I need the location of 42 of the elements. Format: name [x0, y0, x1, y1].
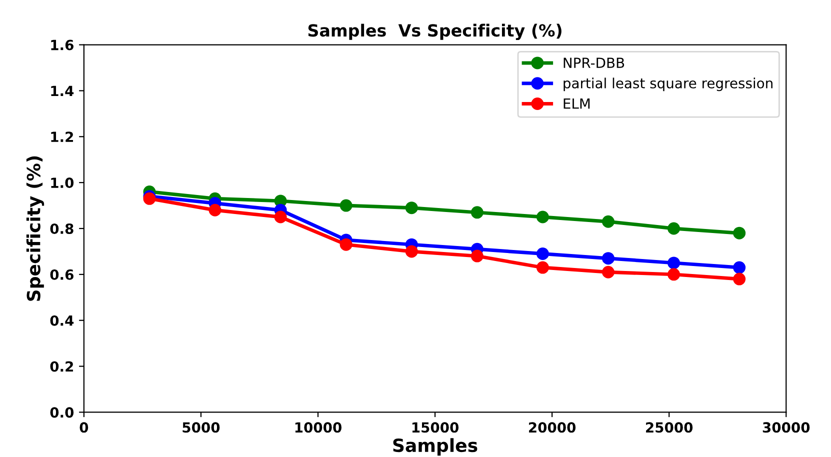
point [536, 248, 549, 260]
point [733, 261, 746, 274]
point [602, 215, 614, 228]
x-tick-label: 20000 [529, 422, 576, 433]
point [470, 250, 484, 262]
point [536, 261, 549, 274]
chart-title: Samples Vs Specificity (%) [308, 24, 562, 40]
x-tick-label: 15000 [412, 422, 459, 433]
x-axis-title: Samples [393, 438, 478, 456]
point [733, 272, 746, 286]
point [405, 202, 418, 214]
y-tick-label: 1.6 [51, 40, 74, 50]
point [668, 268, 680, 281]
y-tick-label: 1.0 [51, 178, 74, 188]
y-tick-label: 0.6 [50, 269, 74, 280]
x-tick-label: 25000 [646, 422, 693, 433]
point [733, 226, 746, 240]
point [470, 206, 484, 219]
legend-label: NPR-DBB [564, 58, 624, 68]
y-tick-label: 1.2 [51, 132, 74, 142]
point [340, 238, 352, 251]
point [405, 245, 418, 258]
point [668, 256, 680, 270]
x-tick-label: 5000 [182, 422, 220, 433]
x-tick-label: 30000 [762, 422, 810, 433]
point [274, 210, 287, 224]
point [602, 266, 614, 278]
y-tick-label: 0.2 [50, 361, 74, 372]
y-tick-label: 1.4 [51, 86, 74, 96]
y-tick-label: 0.4 [50, 315, 74, 326]
x-tick-label: 0 [80, 422, 88, 433]
point [668, 222, 680, 235]
y-tick-label: 0.0 [50, 407, 74, 418]
point [340, 199, 352, 212]
x-tick-label: 10000 [295, 422, 342, 433]
y-axis-title: Specificity (%) [26, 156, 44, 301]
legend-label: partial least square regression [564, 78, 772, 92]
legend-label: ELM [564, 98, 590, 109]
point [208, 204, 222, 216]
point [602, 252, 614, 265]
y-tick-label: 0.8 [50, 223, 74, 234]
point [536, 210, 549, 224]
